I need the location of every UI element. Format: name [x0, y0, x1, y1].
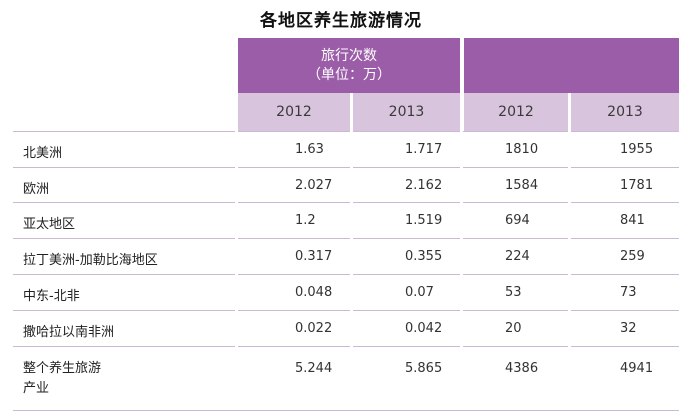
header-year-3: 2012	[464, 93, 568, 131]
header-group-right	[464, 38, 679, 93]
value-cell: 5.865	[405, 361, 443, 376]
value-cell: 0.355	[405, 249, 443, 264]
table-row: 撒哈拉以南非洲 0.022 0.042 20 32	[13, 310, 679, 347]
value-cell: 259	[620, 249, 645, 264]
value-cell: 73	[620, 285, 637, 300]
region-label: 欧洲	[23, 182, 50, 197]
value-cell: 1.717	[405, 142, 443, 157]
region-label: 拉丁美洲-加勒比海地区	[23, 253, 158, 268]
value-cell: 841	[620, 213, 645, 228]
value-cell: 0.042	[405, 321, 443, 336]
region-label: 撒哈拉以南非洲	[23, 325, 115, 340]
table-row-total: 整个养生旅游 产业 5.244 5.865 4386 4941	[13, 346, 679, 411]
table-row: 中东-北非 0.048 0.07 53 73	[13, 274, 679, 311]
table-row: 拉丁美洲-加勒比海地区 0.317 0.355 224 259	[13, 238, 679, 275]
region-label-total-line2: 产业	[23, 381, 50, 396]
value-cell: 0.317	[295, 249, 333, 264]
region-label: 北美洲	[23, 146, 63, 161]
table-row: 北美洲 1.63 1.717 1810 1955	[13, 131, 679, 168]
table-row: 欧洲 2.027 2.162 1584 1781	[13, 167, 679, 203]
value-cell: 2.027	[295, 178, 333, 193]
header-group-trips-line1: 旅行次数	[321, 48, 377, 64]
value-cell: 1781	[620, 178, 654, 193]
value-cell: 1810	[505, 142, 539, 157]
region-label-total-line1: 整个养生旅游	[23, 361, 102, 376]
value-cell: 1584	[505, 178, 539, 193]
header-group-trips-line2: （单位：万）	[307, 67, 391, 83]
value-cell: 4386	[505, 361, 539, 376]
value-cell: 53	[505, 285, 522, 300]
value-cell: 2.162	[405, 178, 443, 193]
value-cell: 20	[505, 321, 522, 336]
value-cell: 1.63	[295, 142, 324, 157]
header-year-1: 2012	[238, 93, 350, 131]
column-divider	[235, 38, 238, 410]
value-cell: 224	[505, 249, 530, 264]
value-cell: 1.2	[295, 213, 316, 228]
value-cell: 0.07	[405, 285, 434, 300]
table-bottom-rule	[13, 410, 679, 411]
value-cell: 1955	[620, 142, 654, 157]
region-label: 中东-北非	[23, 289, 80, 304]
region-label: 亚太地区	[23, 217, 76, 232]
value-cell: 5.244	[295, 361, 333, 376]
table-row: 亚太地区 1.2 1.519 694 841	[13, 202, 679, 239]
header-year-4: 2013	[571, 93, 679, 131]
value-cell: 4941	[620, 361, 654, 376]
column-divider	[568, 93, 571, 410]
value-cell: 32	[620, 321, 637, 336]
value-cell: 0.048	[295, 285, 333, 300]
value-cell: 694	[505, 213, 530, 228]
header-group-trips: 旅行次数 （单位：万）	[238, 38, 460, 93]
header-year-2: 2013	[353, 93, 460, 131]
column-divider	[460, 38, 463, 410]
column-divider	[350, 93, 353, 410]
value-cell: 1.519	[405, 213, 443, 228]
value-cell: 0.022	[295, 321, 333, 336]
table-title: 各地区养生旅游情况	[260, 11, 422, 31]
region-label-total: 整个养生旅游 产业	[23, 359, 101, 399]
